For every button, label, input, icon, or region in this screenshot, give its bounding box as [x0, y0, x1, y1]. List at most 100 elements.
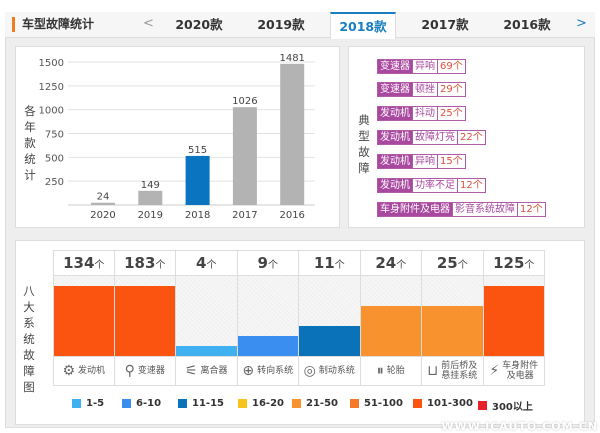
x-tick-label: 2019	[138, 210, 163, 221]
x-tick-label: 2017	[232, 210, 257, 221]
fault-issue: 顿挫	[413, 82, 438, 97]
system-count: 134个	[54, 251, 114, 276]
system-bar	[483, 286, 544, 356]
bar-area	[422, 276, 483, 356]
prev-arrow-button[interactable]: <	[143, 16, 154, 31]
fault-issue: 影音系统故障	[453, 202, 518, 217]
legend-label: 6-10	[136, 398, 162, 409]
legend-label: 1-5	[86, 398, 105, 409]
legend-label: 11-15	[192, 398, 224, 409]
y-tick-label: 750	[45, 130, 64, 141]
fault-issue: 抖动	[413, 106, 438, 121]
system-column[interactable]: 4个 ⚟ 离合器	[176, 250, 238, 386]
system-column[interactable]: 24个 ⏸ 轮胎	[360, 250, 422, 386]
bar-2020[interactable]	[91, 202, 115, 205]
battery-icon: ⚡	[489, 363, 500, 379]
fault-issue: 功率不足	[413, 178, 458, 193]
system-bar	[299, 326, 360, 356]
typical-fault-row[interactable]: 变速器 异响 69个	[377, 59, 466, 74]
fault-part: 发动机	[377, 106, 413, 121]
system-count: 11个	[299, 251, 360, 276]
tab-2019[interactable]: 2019款	[257, 17, 305, 32]
next-arrow-button[interactable]: >	[576, 16, 587, 31]
legend-swatch	[478, 401, 487, 410]
legend-label: 101-300	[427, 398, 473, 409]
x-tick-label: 2018	[185, 210, 210, 221]
legend-item: 11-15	[178, 398, 224, 409]
system-name: 离合器	[200, 366, 228, 376]
typical-fault-row[interactable]: 发动机 抖动 25个	[377, 106, 466, 121]
legend-label: 300以上	[492, 402, 533, 413]
tab-2017[interactable]: 2017款	[421, 17, 469, 32]
suspension-icon: ⊔	[427, 363, 439, 379]
bar-area	[114, 276, 175, 356]
clutch-icon: ⚟	[184, 363, 198, 379]
bar-2017[interactable]	[232, 107, 257, 205]
bar-area	[176, 276, 237, 356]
legend-swatch	[413, 399, 422, 408]
legend-item: 16-20	[238, 398, 284, 409]
typical-fault-row[interactable]: 发动机 异响 15个	[377, 154, 466, 169]
system-count: 9个	[237, 251, 298, 276]
header-bar	[5, 12, 595, 38]
typical-faults-label: 典型故障	[358, 113, 370, 175]
typical-fault-row[interactable]: 发动机 故障灯亮 22个	[377, 130, 486, 145]
fault-part: 变速器	[377, 82, 413, 97]
system-column[interactable]: 125个 ⚡ 车身附件及电器	[483, 250, 545, 386]
brake-disc-icon: ◎	[303, 363, 316, 379]
section-title: 车型故障统计	[12, 17, 94, 32]
y-tick-label: 1250	[39, 82, 64, 93]
system-count: 125个	[483, 251, 544, 276]
bar-2019[interactable]	[138, 190, 163, 205]
typical-fault-row[interactable]: 变速器 顿挫 29个	[377, 82, 466, 97]
typical-fault-row[interactable]: 车身附件及电器 影音系统故障 12个	[377, 202, 546, 217]
system-count: 24个	[360, 251, 421, 276]
system-bar	[237, 336, 298, 356]
legend-item: 300以上	[478, 398, 533, 413]
tire-icon: ⏸	[376, 363, 384, 379]
legend-swatch	[122, 399, 131, 408]
engine-icon: ⚙	[62, 363, 76, 379]
watermark: WWW.ICAUTO.COM.CN	[441, 420, 598, 433]
system-column[interactable]: 134个 ⚙ 发动机	[53, 250, 115, 386]
legend-item: 6-10	[122, 398, 161, 409]
legend-label: 16-20	[252, 398, 284, 409]
system-count: 183个	[114, 251, 175, 276]
y-tick-label: 1000	[39, 106, 64, 117]
legend-swatch	[292, 399, 301, 408]
fault-part: 发动机	[377, 154, 413, 169]
bar-2016[interactable]	[280, 63, 305, 205]
year-chart-label: 各年款统计	[24, 104, 36, 182]
system-name: 制动系统	[318, 366, 355, 376]
x-tick-label: 2016	[279, 210, 304, 221]
system-bar	[360, 306, 421, 356]
system-name: 转向系统	[257, 366, 294, 376]
fault-issue: 故障灯亮	[413, 130, 458, 145]
typical-fault-row[interactable]: 发动机 功率不足 12个	[377, 178, 486, 193]
year-chart: 250 500 750 1000 1250 1500 24 2020 149 2019 515 201…	[39, 53, 315, 221]
tab-2016[interactable]: 2016款	[503, 17, 551, 32]
system-name: 发动机	[78, 366, 106, 376]
legend-swatch	[238, 399, 247, 408]
system-name: 前后桥及悬挂系统	[441, 361, 478, 381]
legend-item: 51-100	[350, 398, 403, 409]
system-column[interactable]: 11个 ◎ 制动系统	[299, 250, 361, 386]
system-column[interactable]: 25个 ⊔ 前后桥及悬挂系统	[422, 250, 484, 386]
bar-area	[299, 276, 360, 356]
legend-item: 1-5	[72, 398, 104, 409]
fault-count: 22个	[458, 130, 486, 145]
fault-part: 车身附件及电器	[377, 202, 453, 217]
bar-2018[interactable]	[185, 155, 210, 205]
legend-swatch	[178, 399, 187, 408]
legend-label: 51-100	[364, 398, 403, 409]
system-name: 车身附件及电器	[502, 361, 539, 381]
bar-area	[483, 276, 544, 356]
y-tick-label: 250	[45, 177, 64, 188]
fault-count: 29个	[438, 82, 466, 97]
system-column[interactable]: 183个 ⚲ 变速器	[114, 250, 176, 386]
tab-2020[interactable]: 2020款	[175, 17, 223, 32]
y-tick-label: 1500	[39, 58, 64, 69]
tab-2018[interactable]: 2018款	[330, 12, 396, 39]
bar-area	[360, 276, 421, 356]
system-column[interactable]: 9个 ⊕ 转向系统	[237, 250, 299, 386]
